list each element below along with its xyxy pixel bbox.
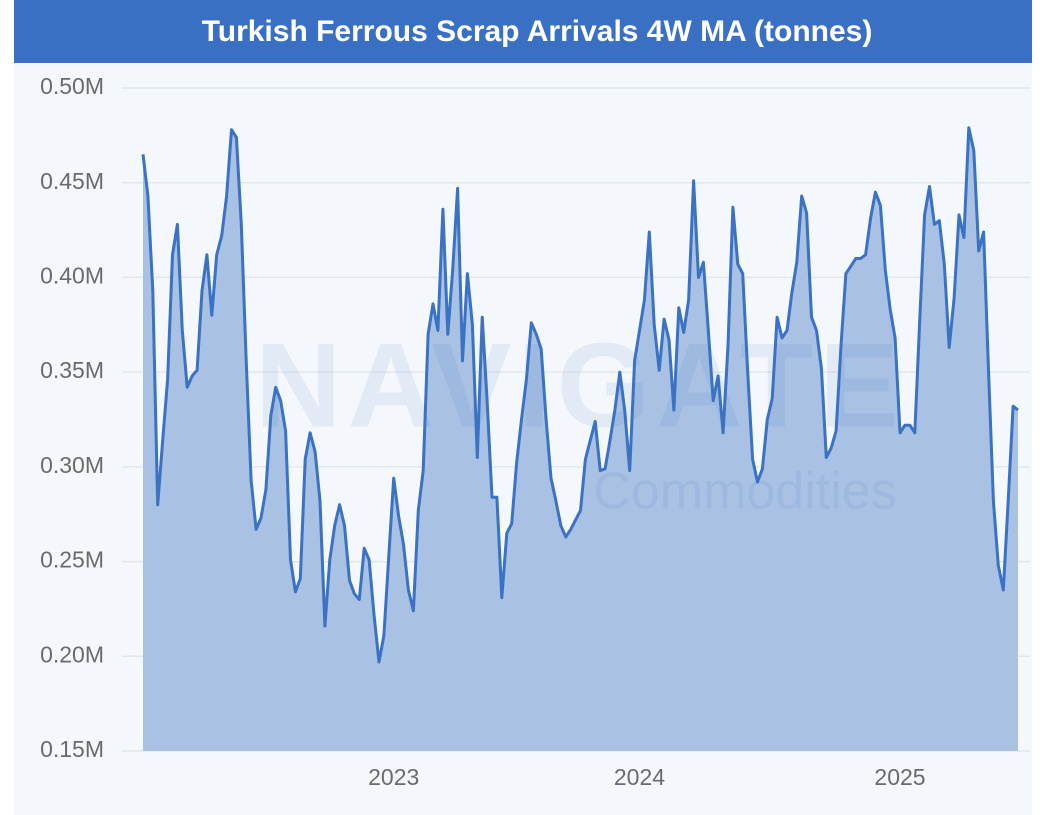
watermark-subtext: Commodities	[593, 463, 896, 521]
x-tick-label: 2023	[368, 764, 419, 790]
y-tick-label: 0.30M	[40, 452, 104, 478]
y-tick-label: 0.35M	[40, 357, 104, 383]
x-tick-label: 2024	[614, 764, 665, 790]
y-tick-label: 0.20M	[40, 641, 104, 667]
x-tick-label: 2025	[874, 764, 925, 790]
watermark: NAVIGATE Commodities	[255, 319, 905, 521]
line	[141, 126, 1019, 664]
y-tick-label: 0.50M	[40, 73, 104, 99]
y-tick-label: 0.15M	[40, 736, 104, 762]
y-tick-label: 0.45M	[40, 168, 104, 194]
y-tick-label: 0.25M	[40, 547, 104, 573]
title-bar	[14, 0, 1032, 63]
y-tick-label: 0.40M	[40, 263, 104, 289]
watermark-text: NAVIGATE	[255, 319, 905, 453]
area	[143, 127, 1018, 752]
chart-title: Turkish Ferrous Scrap Arrivals 4W MA (to…	[202, 15, 873, 48]
